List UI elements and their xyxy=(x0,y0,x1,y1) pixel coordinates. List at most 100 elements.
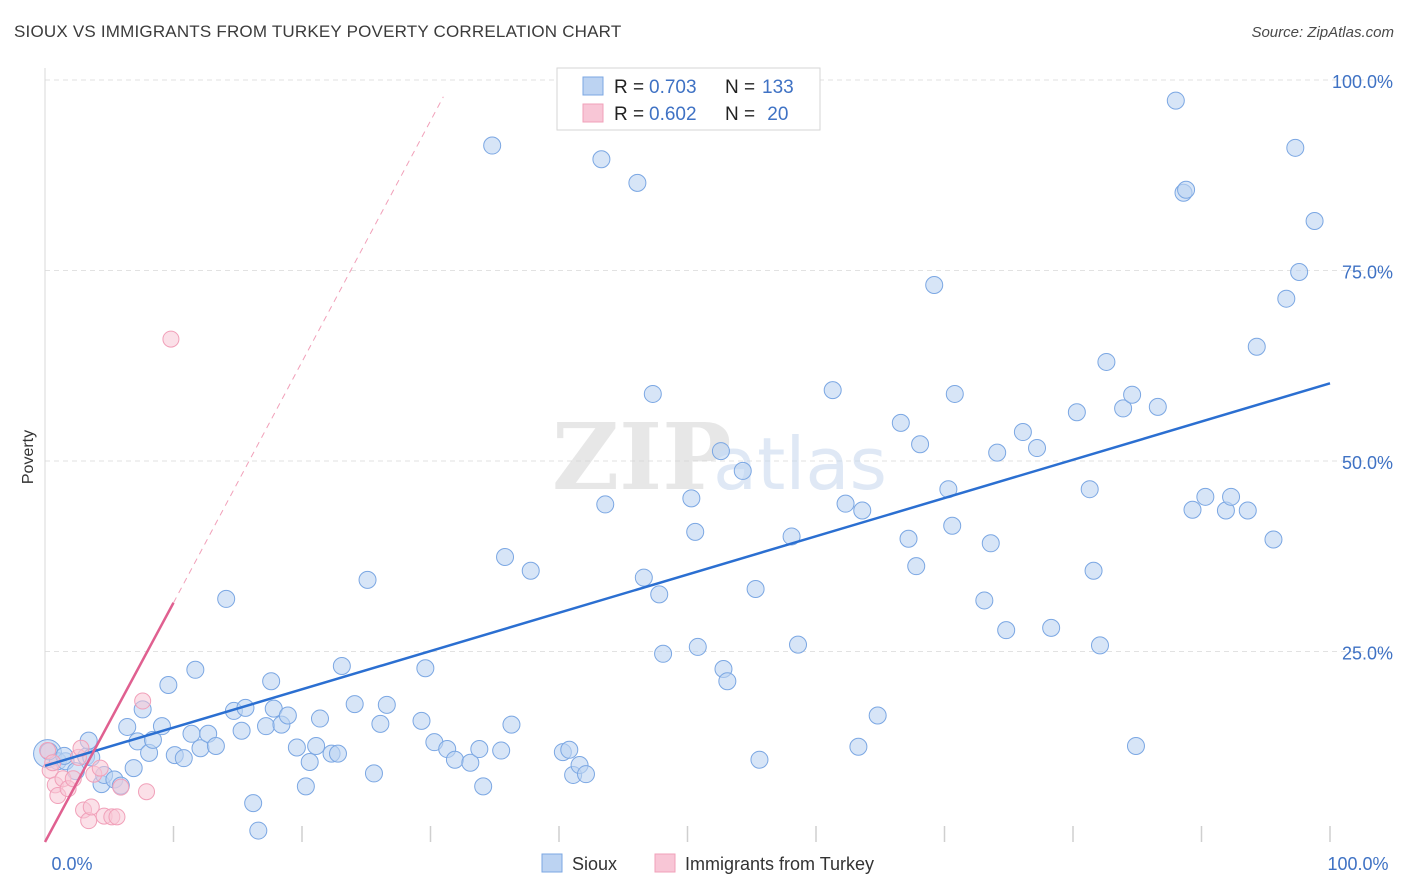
sioux-point xyxy=(634,568,653,587)
sioux-point xyxy=(1196,487,1215,506)
sioux-point xyxy=(244,794,263,813)
sioux-point xyxy=(849,737,868,756)
turkey-trendline-extension xyxy=(173,96,444,603)
sioux-point xyxy=(249,821,268,840)
sioux-point xyxy=(1028,439,1047,458)
sioux-point xyxy=(1166,91,1185,110)
sioux-point xyxy=(1305,211,1324,230)
legend-top: R = 0.703 N = 133 R = 0.602 N = 20 xyxy=(556,67,821,131)
x-tick-label-min: 0.0% xyxy=(51,854,92,874)
sioux-point xyxy=(1067,403,1086,422)
sioux-point xyxy=(789,635,808,654)
sioux-point xyxy=(576,765,595,784)
sioux-point xyxy=(1126,736,1145,755)
sioux-point xyxy=(975,591,994,610)
legend-turkey-n-label: N = xyxy=(725,104,755,125)
sioux-point xyxy=(310,709,329,728)
sioux-point xyxy=(483,136,502,155)
sioux-point xyxy=(868,706,887,725)
trendlines xyxy=(43,96,1331,843)
legend-bottom-turkey-swatch xyxy=(654,853,676,873)
sioux-trendline xyxy=(44,382,1331,767)
sioux-point xyxy=(1042,618,1061,637)
sioux-point xyxy=(262,672,281,691)
sioux-point xyxy=(945,384,964,403)
turkey-point xyxy=(82,798,100,816)
legend-bottom-sioux-label: Sioux xyxy=(572,854,617,874)
sioux-point xyxy=(628,173,647,192)
sioux-point xyxy=(232,721,251,740)
sioux-point xyxy=(899,529,918,548)
sioux-point xyxy=(358,570,377,589)
watermark: ZIP atlas xyxy=(552,403,887,511)
legend-bottom: Sioux Immigrants from Turkey xyxy=(541,853,874,874)
sioux-point xyxy=(943,516,962,535)
sioux-point xyxy=(988,443,1007,462)
y-tick-label-100: 100.0% xyxy=(1332,72,1393,92)
sioux-point xyxy=(1183,500,1202,519)
sioux-point xyxy=(278,706,297,725)
sioux-point xyxy=(750,750,769,769)
chart-title: SIOUX VS IMMIGRANTS FROM TURKEY POVERTY … xyxy=(14,22,622,41)
sioux-point xyxy=(746,580,765,599)
sioux-point xyxy=(502,715,521,734)
sioux-point xyxy=(981,534,1000,553)
turkey-trendline xyxy=(43,602,175,843)
sioux-point xyxy=(997,621,1016,640)
x-tick-label-max: 100.0% xyxy=(1327,854,1388,874)
sioux-point xyxy=(1247,337,1266,356)
legend-sioux-n-label: N = xyxy=(725,77,755,98)
sioux-point xyxy=(1177,180,1196,199)
sioux-point xyxy=(596,495,615,514)
legend-sioux-r-value: 0.703 xyxy=(649,77,697,98)
sioux-point xyxy=(377,695,396,714)
sioux-point xyxy=(1123,385,1142,404)
sioux-point xyxy=(686,522,705,541)
sioux-point xyxy=(492,741,511,760)
turkey-point xyxy=(108,808,126,826)
sioux-point xyxy=(1238,501,1257,520)
turkey-point xyxy=(80,812,98,830)
sioux-point xyxy=(461,753,480,772)
legend-sioux-n-value: 133 xyxy=(762,77,794,98)
watermark-zip: ZIP xyxy=(552,403,731,511)
sioux-point xyxy=(682,489,701,508)
sioux-point xyxy=(733,461,752,480)
sioux-point xyxy=(287,738,306,757)
sioux-point xyxy=(470,740,489,759)
sioux-point xyxy=(159,676,178,695)
sioux-point xyxy=(823,381,842,400)
sioux-point xyxy=(124,759,143,778)
sioux-point xyxy=(711,442,730,461)
y-tick-label-75: 75.0% xyxy=(1342,263,1393,283)
sioux-point xyxy=(1286,138,1305,157)
sioux-point xyxy=(1277,289,1296,308)
y-tick-labels: 25.0% 50.0% 75.0% 100.0% xyxy=(1332,72,1393,664)
sioux-point xyxy=(1097,352,1116,371)
sioux-point xyxy=(853,501,872,520)
legend-turkey-r-value: 0.602 xyxy=(649,104,697,125)
sioux-point xyxy=(643,384,662,403)
sioux-point xyxy=(1090,636,1109,655)
sioux-point xyxy=(718,672,737,691)
legend-turkey-swatch xyxy=(582,103,604,123)
sioux-point xyxy=(416,659,435,678)
y-axis-label: Poverty xyxy=(20,430,37,484)
sioux-point xyxy=(650,585,669,604)
sioux-point xyxy=(345,695,364,714)
sioux-point xyxy=(371,714,390,733)
sioux-point xyxy=(925,275,944,294)
axes xyxy=(44,68,1331,842)
sioux-point xyxy=(445,750,464,769)
sioux-point xyxy=(217,589,236,608)
sioux-point xyxy=(688,637,707,656)
turkey-point xyxy=(162,330,180,348)
turkey-point xyxy=(91,759,109,777)
legend-sioux-r-label: R = xyxy=(614,77,644,98)
legend-bottom-turkey-label: Immigrants from Turkey xyxy=(685,854,874,874)
sioux-point xyxy=(364,764,383,783)
source-label: Source: ZipAtlas.com xyxy=(1251,24,1394,41)
sioux-point xyxy=(496,548,515,567)
sioux-point xyxy=(332,656,351,675)
